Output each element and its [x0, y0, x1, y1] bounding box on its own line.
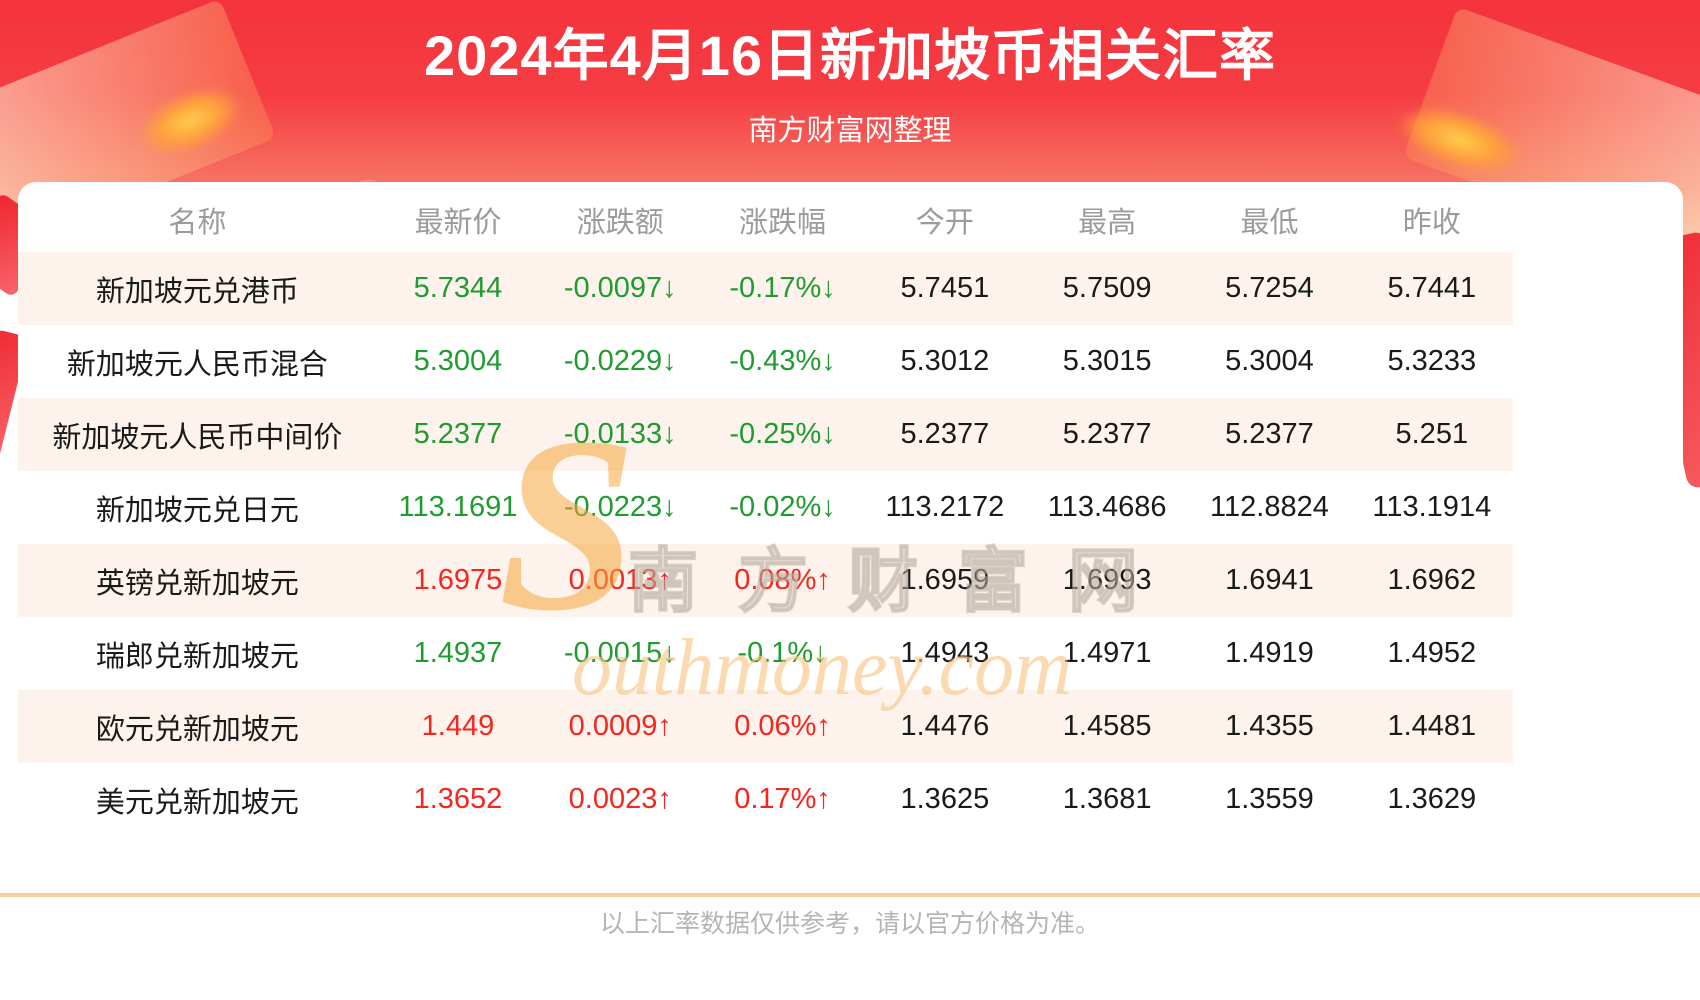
change-amount-cell: -0.0097↓ [539, 252, 702, 325]
col-header-open: 今开 [915, 207, 974, 239]
latest-price-cell: 1.4937 [413, 637, 503, 669]
low-price-cell: 1.4919 [1225, 637, 1314, 669]
table-header-row: 名称 最新价 涨跌额 涨跌幅 今开 最高 最低 昨收 [18, 188, 1513, 252]
change-amount-cell: -0.0015↓ [563, 637, 677, 669]
change-percent-cell: -0.17%↓ [701, 252, 864, 325]
low-price-cell: 1.3559 [1225, 783, 1314, 815]
change-percent-cell: -0.25%↓ [701, 398, 864, 471]
high-price-cell: 5.2377 [1026, 398, 1189, 471]
low-price-cell: 5.7254 [1188, 252, 1351, 325]
low-price-cell: 112.8824 [1210, 491, 1329, 523]
latest-price-cell: 113.1691 [398, 491, 518, 523]
low-price-cell: 1.6941 [1188, 544, 1351, 617]
table-row: 新加坡元兑港币 5.7344 -0.0097↓ -0.17%↓ 5.7451 5… [18, 252, 1513, 325]
prev-close-cell: 1.4481 [1350, 690, 1513, 763]
table-row: 欧元兑新加坡元 1.449 0.0009↑ 0.06%↑ 1.4476 1.45… [18, 690, 1513, 763]
high-price-cell: 1.4585 [1026, 690, 1189, 763]
high-price-cell: 1.3681 [1062, 783, 1152, 815]
open-price-cell: 1.6959 [863, 544, 1026, 617]
low-price-cell: 5.2377 [1188, 398, 1351, 471]
change-amount-cell: -0.0229↓ [563, 345, 677, 377]
pair-name-cell: 新加坡元人民币中间价 [18, 398, 377, 471]
pair-name-cell: 新加坡元人民币混合 [66, 348, 328, 381]
page-subtitle: 南方财富网整理 [748, 115, 952, 147]
prev-close-cell: 1.3629 [1387, 783, 1477, 815]
high-price-cell: 1.4971 [1062, 637, 1152, 669]
high-price-cell: 5.7509 [1026, 252, 1189, 325]
latest-price-cell: 5.7344 [376, 252, 540, 325]
pair-name-cell: 新加坡元兑港币 [18, 252, 377, 325]
open-price-cell: 113.2172 [885, 491, 1005, 523]
change-amount-cell: -0.0223↓ [563, 491, 677, 523]
latest-price-cell: 5.3004 [413, 345, 503, 377]
high-price-cell: 113.4686 [1047, 491, 1167, 523]
open-price-cell: 1.4476 [863, 690, 1026, 763]
change-amount-cell: 0.0009↑ [539, 690, 702, 763]
prev-close-cell: 5.3233 [1387, 345, 1477, 377]
pair-name-cell: 欧元兑新加坡元 [18, 690, 377, 763]
change-percent-cell: 0.06%↑ [701, 690, 864, 763]
open-price-cell: 5.3012 [900, 345, 990, 377]
prev-close-cell: 113.1914 [1372, 491, 1492, 523]
rates-card: 名称 最新价 涨跌额 涨跌幅 今开 最高 最低 昨收 新加坡元兑港币 5.734… [18, 182, 1683, 896]
rates-table-body: 新加坡元兑港币 5.7344 -0.0097↓ -0.17%↓ 5.7451 5… [18, 252, 1513, 836]
col-header-latest: 最新价 [414, 207, 502, 239]
latest-price-cell: 1.3652 [413, 783, 503, 815]
latest-price-cell: 5.2377 [376, 398, 540, 471]
pair-name-cell: 英镑兑新加坡元 [18, 544, 377, 617]
table-row: 美元兑新加坡元 1.3652 0.0023↑ 0.17%↑ 1.3625 1.3… [18, 763, 1513, 836]
col-header-high: 最高 [1078, 207, 1137, 239]
change-percent-cell: -0.43%↓ [729, 345, 836, 377]
pair-name-cell: 瑞郎兑新加坡元 [95, 640, 299, 673]
col-header-low: 最低 [1240, 207, 1299, 239]
rates-table: 名称 最新价 涨跌额 涨跌幅 今开 最高 最低 昨收 新加坡元兑港币 5.734… [18, 188, 1513, 836]
low-price-cell: 5.3004 [1225, 345, 1314, 377]
open-price-cell: 1.4943 [900, 637, 990, 669]
prev-close-cell: 5.251 [1350, 398, 1513, 471]
footer-note: 以上汇率数据仅供参考，请以官方价格为准。 [599, 910, 1100, 938]
change-amount-cell: -0.0133↓ [539, 398, 702, 471]
open-price-cell: 1.3625 [900, 783, 990, 815]
pair-name-cell: 美元兑新加坡元 [95, 786, 299, 819]
col-header-change-pct: 涨跌幅 [739, 207, 827, 239]
change-amount-cell: 0.0023↑ [568, 783, 672, 815]
prev-close-cell: 5.7441 [1350, 252, 1513, 325]
change-amount-cell: 0.0013↑ [539, 544, 702, 617]
open-price-cell: 5.2377 [863, 398, 1026, 471]
change-percent-cell: -0.02%↓ [729, 491, 836, 523]
col-header-name: 名称 [168, 207, 227, 239]
pair-name-cell: 新加坡元兑日元 [95, 494, 299, 527]
prev-close-cell: 1.6962 [1350, 544, 1513, 617]
open-price-cell: 5.7451 [863, 252, 1026, 325]
table-row: 瑞郎兑新加坡元 1.4937 -0.0015↓ -0.1%↓ 1.4943 1.… [18, 617, 1513, 690]
table-row: 新加坡元兑日元 113.1691 -0.0223↓ -0.02%↓ 113.21… [18, 471, 1513, 544]
table-row: 新加坡元人民币中间价 5.2377 -0.0133↓ -0.25%↓ 5.237… [18, 398, 1513, 471]
change-percent-cell: 0.08%↑ [701, 544, 864, 617]
table-row: 英镑兑新加坡元 1.6975 0.0013↑ 0.08%↑ 1.6959 1.6… [18, 544, 1513, 617]
high-price-cell: 1.6993 [1026, 544, 1189, 617]
col-header-change: 涨跌额 [576, 207, 664, 239]
change-percent-cell: 0.17%↑ [734, 783, 831, 815]
low-price-cell: 1.4355 [1188, 690, 1351, 763]
high-price-cell: 5.3015 [1062, 345, 1152, 377]
col-header-prev-close: 昨收 [1402, 207, 1461, 239]
page-title: 2024年4月16日新加坡币相关汇率 [423, 24, 1276, 87]
prev-close-cell: 1.4952 [1387, 637, 1477, 669]
latest-price-cell: 1.6975 [376, 544, 540, 617]
table-row: 新加坡元人民币混合 5.3004 -0.0229↓ -0.43%↓ 5.3012… [18, 325, 1513, 398]
latest-price-cell: 1.449 [376, 690, 540, 763]
footer-divider [0, 893, 1700, 897]
change-percent-cell: -0.1%↓ [737, 637, 828, 669]
